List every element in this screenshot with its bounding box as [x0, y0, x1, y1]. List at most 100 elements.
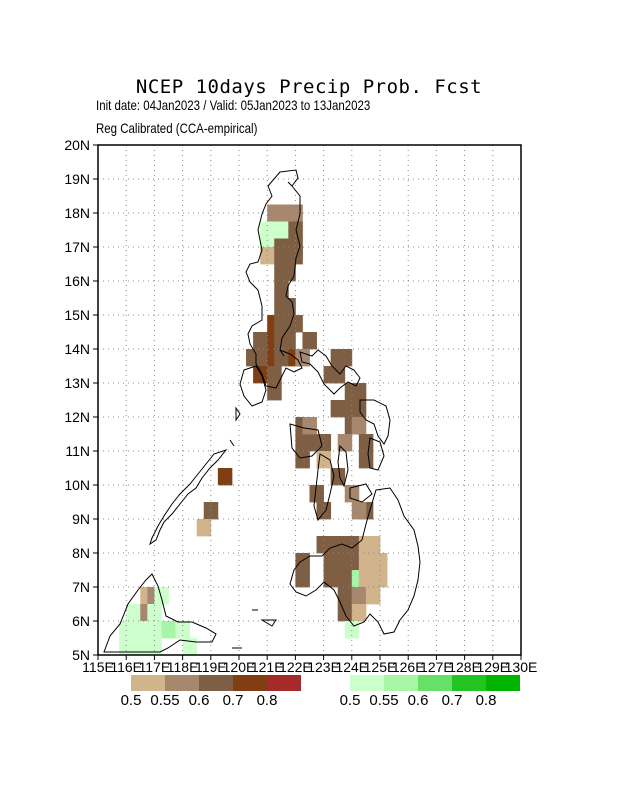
prob-cell-97 [351, 587, 367, 605]
lat-label-10N: 10N [64, 477, 90, 493]
minor-islands [229, 181, 293, 649]
legend-wet-label-1: 0.55 [369, 692, 399, 709]
prob-cell-2 [288, 204, 303, 222]
prob-cell-39 [267, 383, 282, 401]
lon-label-129E: 129E [476, 659, 509, 675]
lat-label-18N: 18N [64, 205, 90, 221]
prob-cell-86 [372, 553, 388, 571]
legend-dry-swatch-1 [165, 675, 199, 691]
prob-cell-116 [147, 638, 162, 656]
prob-cell-41 [337, 349, 353, 367]
lon-label-119E: 119E [195, 659, 227, 675]
prob-cell-61 [358, 451, 374, 469]
prob-cell-58 [358, 434, 374, 452]
prob-cell-20 [274, 281, 289, 299]
lat-label-15N: 15N [64, 307, 90, 323]
prob-cell-77 [365, 536, 381, 554]
prob-cell-56 [351, 417, 367, 435]
prob-cell-69 [196, 519, 212, 537]
borneo-coastline [103, 573, 217, 653]
prob-cell-101 [351, 604, 367, 622]
mindoro-coastline [239, 365, 267, 407]
longitude-tick-labels: 115E116E117E118E119E120E121E122E123E124E… [82, 655, 537, 675]
prob-cell-111 [147, 621, 162, 639]
lat-label-12N: 12N [64, 409, 90, 425]
lon-label-128E: 128E [448, 659, 481, 675]
prob-cell-66 [351, 502, 367, 520]
legend-dry-swatch-0 [131, 675, 165, 691]
lat-label-5N: 5N [72, 647, 90, 663]
lon-label-122E: 122E [279, 659, 312, 675]
prob-cell-88 [323, 570, 339, 588]
bicol-coastline [299, 349, 361, 395]
prob-cell-26 [253, 332, 268, 350]
prob-cell-30 [302, 332, 317, 350]
prob-cell-105 [126, 604, 141, 622]
prob-cell-19 [281, 264, 296, 282]
prob-cell-114 [119, 638, 134, 656]
legend-wet-swatch-2 [418, 675, 452, 691]
prob-cell-115 [133, 638, 148, 656]
prob-cell-109 [119, 621, 134, 639]
prob-cell-53 [302, 417, 317, 435]
lon-label-116E: 116E [110, 659, 142, 675]
prob-cell-62 [309, 485, 324, 503]
lat-label-8N: 8N [72, 545, 90, 561]
prob-cell-107 [147, 604, 162, 622]
map-title: NCEP 10days Precip Prob. Fcst [135, 76, 483, 98]
lat-label-11N: 11N [65, 443, 90, 459]
lat-label-20N: 20N [64, 137, 90, 153]
prob-cell-78 [295, 553, 310, 571]
prob-cell-113 [175, 621, 191, 639]
legend-dry-swatch-4 [267, 675, 301, 691]
mindanao-coastline [289, 487, 421, 635]
legend-wet-swatches [350, 675, 520, 691]
lon-label-130E: 130E [505, 659, 538, 675]
lat-label-16N: 16N [64, 273, 90, 289]
probability-cells [119, 204, 388, 656]
prob-cell-87 [295, 570, 310, 588]
prob-cell-117 [182, 638, 198, 656]
prob-cell-46 [330, 400, 346, 418]
map-subtitle-method: Reg Calibrated (CCA-empirical) [96, 120, 258, 136]
legend-wet-label-3: 0.7 [441, 692, 463, 709]
cebu-bohol-coastline [337, 444, 373, 503]
dotted-grid [98, 145, 521, 655]
legend-dry-swatch-3 [233, 675, 267, 691]
panay-negros-coastline [289, 423, 335, 522]
legend-dry-label-3: 0.7 [222, 692, 244, 709]
prob-cell-3 [267, 204, 282, 222]
prob-cell-108 [154, 587, 169, 605]
lat-label-19N: 19N [64, 171, 90, 187]
lon-label-125E: 125E [364, 659, 397, 675]
legend-dry-label-4: 0.8 [256, 692, 278, 709]
map-frame [97, 144, 522, 656]
lon-label-123E: 123E [307, 659, 340, 675]
prob-cell-48 [351, 400, 367, 418]
prob-cell-45 [351, 383, 367, 401]
lon-label-118E: 118E [167, 659, 199, 675]
legend-dry-swatches [131, 675, 301, 691]
legend-dry-label-1: 0.55 [150, 692, 180, 709]
coastline [103, 169, 421, 653]
prob-cell-112 [161, 621, 176, 639]
map-subtitle-dates: Init date: 04Jan2023 / Valid: 05Jan2023 … [96, 97, 371, 113]
prob-cell-43 [330, 366, 346, 384]
lon-label-126E: 126E [392, 659, 425, 675]
legend-dry-label-0: 0.5 [120, 692, 142, 709]
legend-wet-swatch-4 [486, 675, 520, 691]
prob-cell-29 [281, 332, 296, 350]
lon-label-121E: 121E [251, 659, 284, 675]
prob-cell-31 [246, 349, 261, 367]
samar-leyte-coastline [359, 399, 391, 471]
lon-label-127E: 127E [420, 659, 453, 675]
prob-cell-52 [295, 451, 310, 469]
prob-cell-110 [133, 621, 148, 639]
legend-dry-swatch-2 [199, 675, 233, 691]
lat-label-7N: 7N [72, 579, 90, 595]
legend-wet-swatch-1 [384, 675, 418, 691]
luzon-coastline [245, 169, 303, 389]
prob-cell-98 [365, 587, 381, 605]
prob-cell-38 [267, 366, 282, 384]
